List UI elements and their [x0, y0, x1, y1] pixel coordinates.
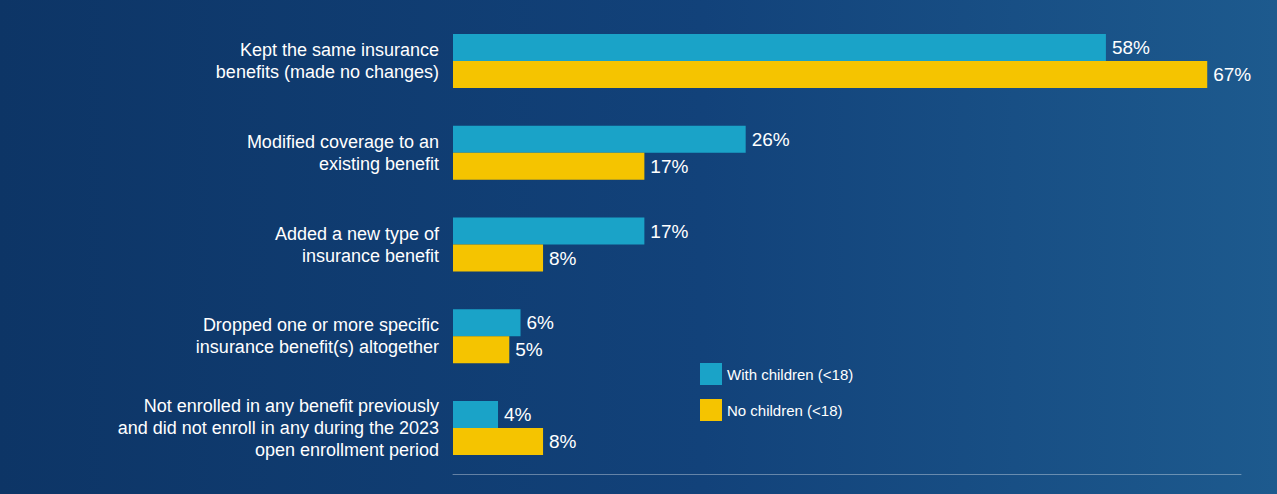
svg-text:6%: 6%: [527, 312, 555, 333]
svg-text:No children (<18): No children (<18): [727, 402, 842, 419]
svg-text:58%: 58%: [1112, 37, 1150, 58]
svg-text:4%: 4%: [504, 404, 532, 425]
svg-text:insurance benefit(s) altogethe: insurance benefit(s) altogether: [196, 337, 439, 357]
svg-text:17%: 17%: [650, 156, 688, 177]
svg-text:open enrollment period: open enrollment period: [255, 440, 439, 460]
svg-text:26%: 26%: [752, 129, 790, 150]
svg-text:benefits (made no changes): benefits (made no changes): [216, 62, 439, 82]
svg-text:Modified coverage to an: Modified coverage to an: [247, 132, 439, 152]
svg-text:8%: 8%: [549, 248, 577, 269]
svg-text:67%: 67%: [1213, 64, 1251, 85]
svg-text:existing benefit: existing benefit: [319, 154, 439, 174]
svg-text:insurance benefit: insurance benefit: [302, 246, 439, 266]
svg-text:5%: 5%: [515, 339, 543, 360]
svg-text:17%: 17%: [650, 221, 688, 242]
svg-text:Dropped one or more specific: Dropped one or more specific: [203, 315, 439, 335]
svg-text:With children (<18): With children (<18): [727, 366, 853, 383]
svg-text:Not enrolled in any benefit pr: Not enrolled in any benefit previously: [144, 396, 439, 416]
svg-text:Added a new type of: Added a new type of: [275, 224, 440, 244]
svg-text:Kept the same insurance: Kept the same insurance: [240, 40, 439, 60]
svg-text:8%: 8%: [549, 431, 577, 452]
svg-text:and did not enroll in any duri: and did not enroll in any during the 202…: [118, 418, 439, 438]
